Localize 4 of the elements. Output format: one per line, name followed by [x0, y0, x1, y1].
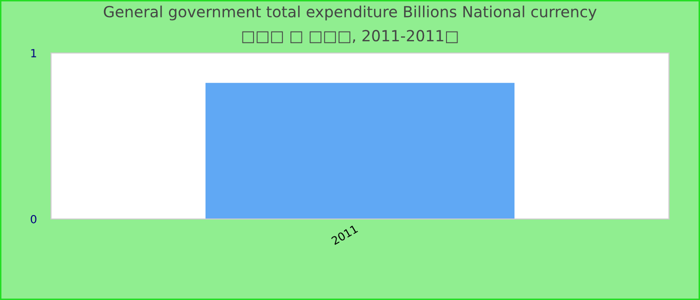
y-tick-label: 0 [30, 214, 36, 224]
y-tick-label: 1 [31, 49, 36, 58]
chart-title: General government total expenditure Billions National currency [104, 6, 597, 20]
chart-subtitle: □□□ □ □□□, 2011-2011□ [242, 30, 458, 44]
